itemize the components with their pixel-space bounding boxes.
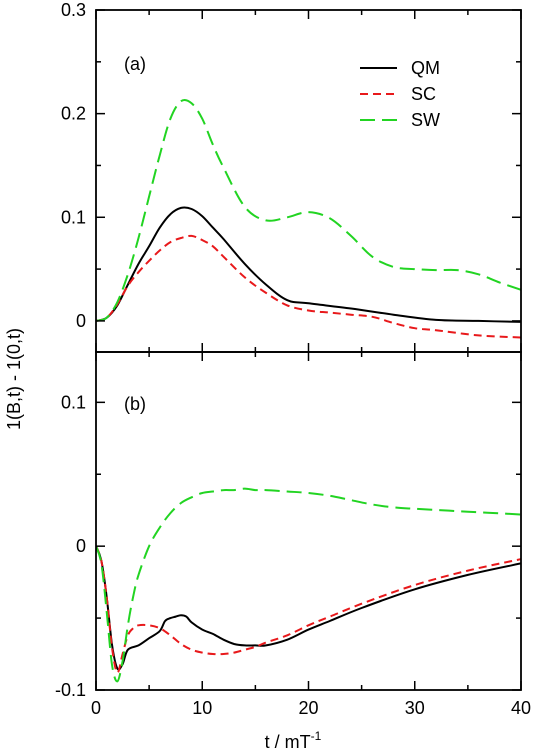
y-tick-label: 0.1 <box>61 207 86 227</box>
panel-a: 0 0.1 0.2 0.3 (a) QM SC SW <box>61 0 522 353</box>
y-tick-label: 0 <box>76 536 86 556</box>
plot-frame <box>95 351 522 691</box>
y-tick-label: 0 <box>76 311 86 331</box>
series-line-sc-panel-b <box>96 545 521 674</box>
series-line-qm-panel-b <box>96 545 521 671</box>
legend-label-sc: SC <box>411 84 436 104</box>
y-axis-label: 1(B,t) - 1(0,t) <box>4 328 24 430</box>
y-tick-label: 0.3 <box>61 0 86 20</box>
series-line-qm-panel-a <box>96 206 521 323</box>
legend-label-sw: SW <box>411 110 440 130</box>
y-tick-label: 0.2 <box>61 104 86 124</box>
plot-frame <box>95 9 522 353</box>
x-tick-label: 40 <box>511 698 531 718</box>
x-tick-label: 0 <box>91 698 101 718</box>
panel-label: (b) <box>124 394 146 414</box>
x-tick-label: 10 <box>192 698 212 718</box>
x-axis-label: t / mT-1 <box>265 729 322 752</box>
x-axis-label-sup: -1 <box>311 729 322 743</box>
x-tick-label: 30 <box>405 698 425 718</box>
panel-label: (a) <box>124 54 146 74</box>
y-tick-label: -0.1 <box>55 680 86 700</box>
series-line-sc-panel-a <box>96 234 521 339</box>
x-tick-label: 20 <box>298 698 318 718</box>
y-tick-label: 0.1 <box>61 392 86 412</box>
series-line-sw-panel-b <box>96 487 521 683</box>
series-line-sw-panel-a <box>96 98 521 322</box>
legend-label-qm: QM <box>411 58 440 78</box>
x-axis-label-base: t / mT <box>265 732 311 752</box>
panel-b: 0 10 20 30 40-0.100.1 (b) <box>55 351 531 718</box>
